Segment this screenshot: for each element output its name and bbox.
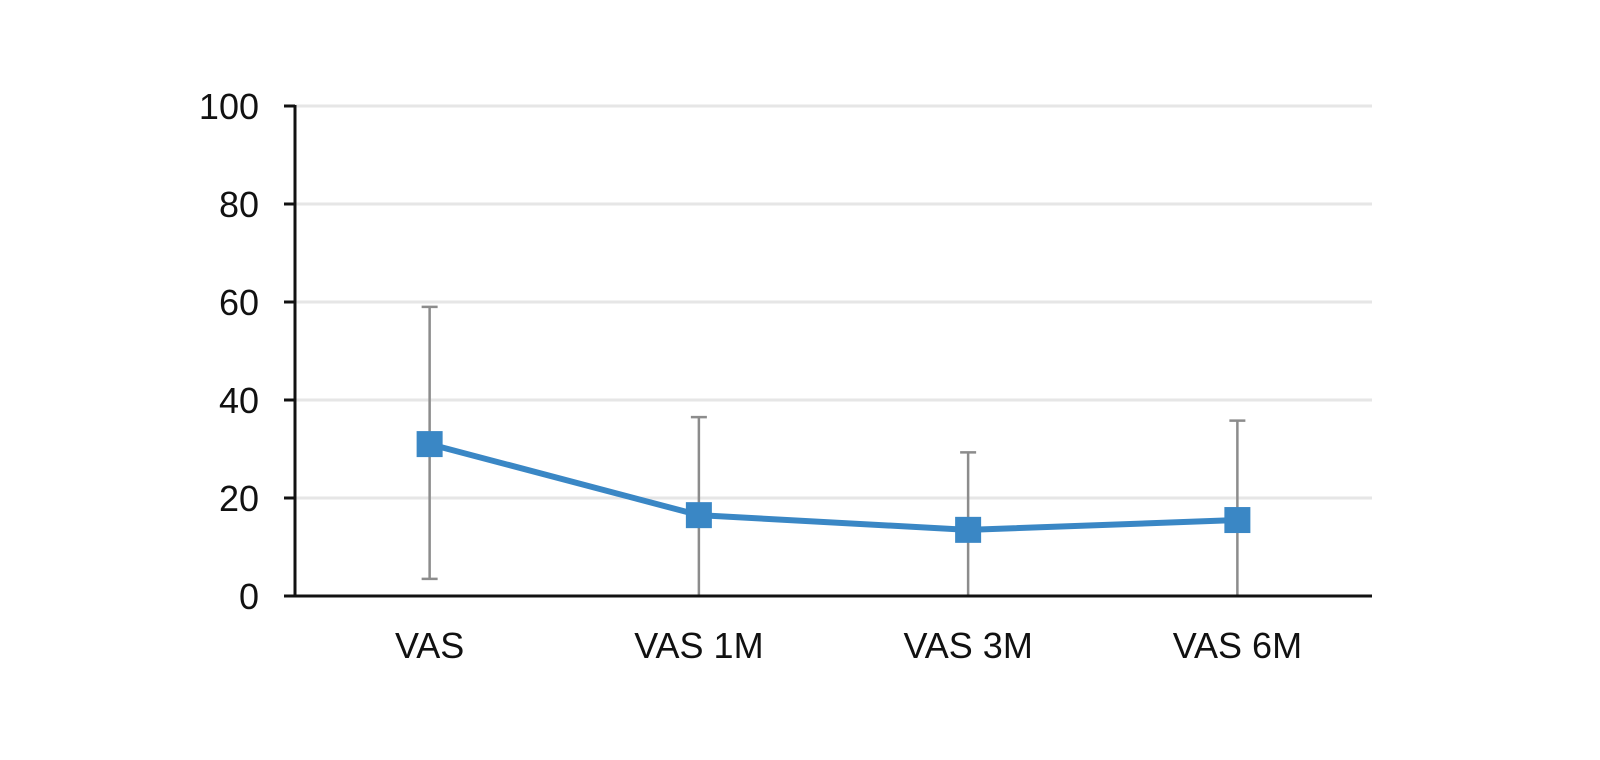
gridlines — [295, 104, 1372, 500]
x-tick-label: VAS 1M — [634, 625, 763, 666]
x-tick-label: VAS — [395, 625, 464, 666]
y-tick-label: 20 — [219, 478, 259, 519]
data-point-marker — [416, 431, 443, 458]
y-tick-label: 0 — [239, 576, 259, 617]
y-tick-label: 100 — [199, 86, 259, 127]
axes — [284, 104, 1372, 598]
x-tick-label: VAS 6M — [1173, 625, 1302, 666]
x-tick-labels: VAS VAS 1M VAS 3M VAS 6M — [395, 625, 1302, 666]
data-point-marker — [685, 502, 712, 529]
y-tick-label: 80 — [219, 184, 259, 225]
data-point-marker — [955, 516, 982, 543]
y-tick-label: 40 — [219, 380, 259, 421]
y-tick-label: 60 — [219, 282, 259, 323]
series-line — [428, 441, 1238, 533]
data-series — [416, 431, 1251, 543]
x-tick-label: VAS 3M — [903, 625, 1032, 666]
data-point-marker — [1224, 507, 1251, 534]
y-tick-labels: 0 20 40 60 80 100 — [199, 86, 259, 617]
error-bars — [421, 305, 1246, 596]
